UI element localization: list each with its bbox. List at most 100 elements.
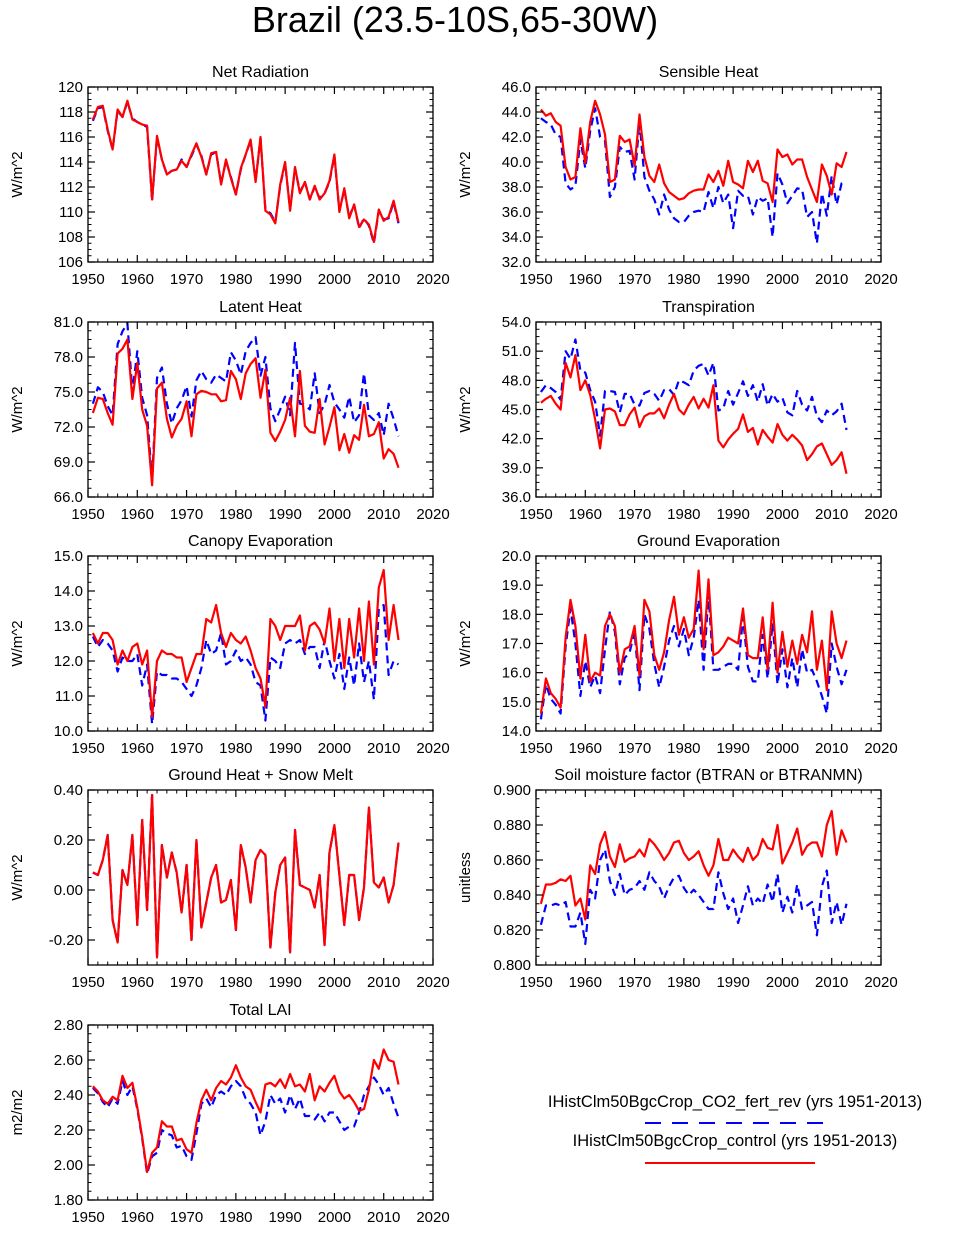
y-tick-label: 36.0: [502, 204, 531, 221]
series-line-co2-fert-rev: [540, 107, 847, 245]
x-tick-label: 2000: [318, 271, 351, 288]
y-tick-label: 1.80: [54, 1192, 83, 1209]
y-tick-label: 15.0: [54, 548, 83, 565]
y-tick-label: 10.0: [54, 723, 83, 740]
y-axis-label: W/m^2: [9, 151, 26, 197]
y-tick-label: 106: [58, 254, 83, 271]
y-tick-label: 16.0: [502, 665, 531, 682]
y-tick-label: 108: [58, 229, 83, 246]
x-tick-label: 2020: [416, 1209, 449, 1226]
x-tick-label: 2020: [864, 740, 897, 757]
panel-ground-heat-snow-melt: Ground Heat + Snow Melt 1950 1960 1970 1980 1…: [9, 767, 450, 991]
panel-title: Soil moisture factor (BTRAN or BTRANMN): [554, 767, 863, 784]
y-tick-label: 39.0: [502, 460, 531, 477]
y-tick-label: 112: [59, 179, 83, 196]
y-tick-label: 45.0: [502, 402, 531, 419]
x-tick-label: 1990: [268, 974, 301, 991]
x-tick-label: 2020: [416, 506, 449, 523]
x-tick-label: 2010: [367, 1209, 400, 1226]
x-tick-label: 1990: [268, 271, 301, 288]
x-tick-label: 1990: [716, 506, 749, 523]
x-tick-label: 1960: [121, 740, 154, 757]
panel-title: Ground Heat + Snow Melt: [168, 767, 353, 784]
x-tick-label: 1990: [716, 271, 749, 288]
x-tick-label: 2020: [864, 271, 897, 288]
panel-title: Ground Evaporation: [637, 533, 780, 550]
y-tick-label: 14.0: [54, 583, 83, 600]
panels: Net Radiation 1950 1960 1970 1980 1990 2000 201…: [9, 64, 898, 1226]
y-tick-label: 114: [59, 154, 83, 171]
y-tick-label: 46.0: [502, 79, 531, 96]
x-tick-label: 1950: [71, 506, 104, 523]
series-line-control: [91, 338, 400, 487]
x-tick-label: 1970: [170, 1209, 203, 1226]
panel-transpiration: Transpiration 1950 1960 1970 1980 1990 2000 201…: [457, 299, 898, 523]
x-tick-label: 1970: [170, 506, 203, 523]
y-tick-label: 48.0: [502, 372, 531, 389]
x-tick-label: 2010: [815, 506, 848, 523]
x-tick-label: 1950: [519, 506, 552, 523]
y-tick-label: 19.0: [502, 577, 531, 594]
x-tick-label: 1990: [268, 506, 301, 523]
series-line-control: [539, 809, 848, 921]
y-tick-label: 0.900: [493, 782, 531, 799]
x-tick-label: 1990: [716, 740, 749, 757]
x-tick-label: 1960: [121, 1209, 154, 1226]
panel-sensible-heat: Sensible Heat 1950 1960 1970 1980 1990 2000 201…: [457, 64, 898, 288]
y-tick-label: 14.0: [502, 723, 531, 740]
x-tick-label: 2000: [766, 271, 799, 288]
x-tick-label: 2010: [367, 974, 400, 991]
series-line-control: [92, 793, 400, 959]
y-tick-label: 0.860: [493, 852, 531, 869]
legend: IHistClm50BgcCrop_CO2_fert_rev (yrs 1951…: [548, 1093, 922, 1164]
x-tick-label: 2000: [766, 974, 799, 991]
x-tick-label: 1960: [569, 740, 602, 757]
x-tick-label: 1950: [71, 974, 104, 991]
y-tick-label: 0.20: [54, 832, 83, 849]
x-tick-label: 2000: [318, 1209, 351, 1226]
y-axis-label: W/m^2: [9, 386, 26, 432]
series-line-control: [540, 354, 848, 474]
y-tick-label: 0.800: [493, 957, 531, 974]
y-tick-label: 32.0: [502, 254, 531, 271]
x-tick-label: 1980: [667, 506, 700, 523]
y-axis-label: W/m^2: [457, 151, 474, 197]
y-axis-label: m2/m2: [9, 1090, 26, 1136]
panel-title: Sensible Heat: [659, 64, 759, 81]
x-tick-label: 2020: [416, 974, 449, 991]
x-tick-label: 1950: [71, 271, 104, 288]
y-tick-label: 0.00: [54, 882, 83, 899]
y-tick-label: 81.0: [54, 314, 83, 331]
x-tick-label: 1950: [71, 740, 104, 757]
y-tick-label: 13.0: [54, 618, 83, 635]
x-tick-label: 1960: [569, 974, 602, 991]
y-axis-label: W/m^2: [9, 620, 26, 666]
y-tick-label: 2.80: [54, 1017, 83, 1034]
panel-title: Transpiration: [662, 299, 755, 316]
y-tick-label: 40.0: [502, 154, 531, 171]
plot-frame: [87, 321, 434, 498]
x-tick-label: 1990: [268, 1209, 301, 1226]
legend-label-co2-fert-rev: IHistClm50BgcCrop_CO2_fert_rev (yrs 1951…: [548, 1093, 922, 1111]
y-axis-label: W/m^2: [9, 854, 26, 900]
y-tick-label: 36.0: [502, 489, 531, 506]
series-line-co2-fert-rev: [91, 322, 400, 482]
x-tick-label: 1980: [219, 974, 252, 991]
y-tick-label: 0.840: [493, 887, 531, 904]
y-tick-label: 34.0: [502, 229, 531, 246]
x-tick-label: 1970: [170, 974, 203, 991]
series-line-co2-fert-rev: [539, 848, 848, 946]
y-tick-label: 44.0: [502, 104, 531, 121]
x-tick-label: 1950: [519, 271, 552, 288]
x-tick-label: 1960: [121, 974, 154, 991]
panel-ground-evaporation: Ground Evaporation 1950 1960 1970 1980 1990 20…: [457, 533, 898, 757]
x-tick-label: 1980: [219, 1209, 252, 1226]
y-tick-label: 78.0: [54, 349, 83, 366]
y-tick-label: 72.0: [54, 419, 83, 436]
y-tick-label: 2.40: [54, 1087, 83, 1104]
y-tick-label: 17.0: [502, 636, 531, 653]
y-axis-label: W/m^2: [457, 386, 474, 432]
x-tick-label: 2020: [864, 974, 897, 991]
panel-soil-moisture-factor: Soil moisture factor (BTRAN or BTRANMN) 1…: [457, 767, 898, 991]
x-tick-label: 1980: [219, 271, 252, 288]
